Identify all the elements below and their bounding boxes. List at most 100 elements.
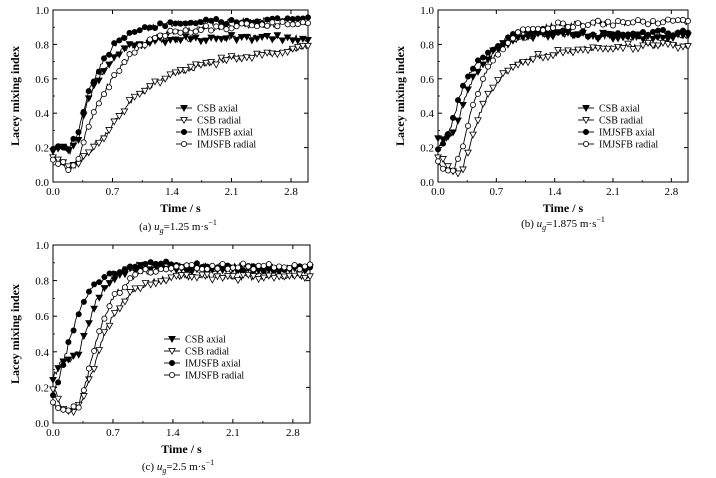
data-point (579, 46, 587, 54)
data-point (85, 376, 93, 384)
data-point (294, 21, 301, 28)
data-point (202, 22, 209, 29)
data-point (494, 77, 502, 85)
data-point (126, 289, 134, 297)
caption-sub: g (162, 466, 166, 475)
data-point (101, 91, 108, 98)
y-tick-label: 0.4 (35, 347, 49, 359)
data-point (116, 37, 123, 44)
y-tick-label: 0.2 (35, 143, 49, 155)
data-point (132, 271, 139, 278)
data-point (535, 25, 542, 32)
data-point (285, 272, 294, 280)
data-point (434, 158, 441, 165)
data-point (90, 78, 97, 85)
data-point (167, 19, 174, 26)
data-point (459, 143, 466, 150)
data-point (585, 21, 592, 28)
data-point (157, 278, 165, 286)
data-point (560, 20, 567, 27)
data-point (589, 44, 597, 52)
data-point (95, 77, 103, 85)
x-tick-label: 0.7 (106, 427, 120, 439)
y-tick-label: 0.6 (35, 311, 49, 323)
data-point (555, 29, 562, 36)
chart-panel-a: 0.0 0.7 1.4 2.1 2.8 0.0 0.2 0.4 0.6 0.8 1.0 Time / … (8, 5, 312, 235)
data-point (634, 45, 642, 53)
caption-prefix: (c) (142, 461, 157, 473)
data-point (574, 46, 582, 54)
data-point (301, 263, 308, 270)
series-line (52, 260, 311, 396)
data-point (615, 17, 622, 24)
x-tick-label: 2.8 (284, 186, 298, 198)
data-point (584, 47, 592, 55)
data-point (105, 127, 113, 135)
data-point (96, 279, 103, 286)
data-point (105, 280, 114, 288)
data-point (258, 34, 266, 41)
data-point (95, 100, 102, 107)
legend-marker (168, 371, 175, 378)
data-point (494, 51, 501, 58)
data-point (187, 29, 194, 36)
data-point (649, 42, 657, 50)
x-tick-label: 1.4 (548, 186, 562, 198)
caption-sub: g (160, 226, 164, 235)
data-point (116, 269, 123, 276)
data-point (679, 43, 687, 51)
y-tick-label: 0.8 (35, 276, 49, 288)
legend-label: IMJSFB radial (599, 140, 658, 151)
data-point (202, 59, 210, 67)
data-point (218, 23, 225, 30)
data-point (609, 45, 617, 53)
data-point (534, 51, 542, 59)
data-point (509, 64, 517, 72)
series-imjsfb-radial (50, 18, 311, 173)
data-point (80, 387, 87, 394)
caption-sup: −1 (208, 218, 217, 227)
data-point (167, 274, 176, 282)
data-point (519, 58, 527, 66)
data-point (100, 285, 109, 293)
chart-panel-c: 0.0 0.7 1.4 2.1 2.8 0.0 0.2 0.4 0.6 0.8 1.0 Time / … (8, 240, 314, 475)
data-point (207, 59, 215, 67)
data-point (232, 55, 241, 63)
data-point (177, 29, 184, 36)
data-point (173, 263, 180, 270)
data-point (238, 20, 245, 27)
data-point (186, 63, 195, 71)
legend-marker (180, 117, 188, 125)
data-point (684, 43, 692, 51)
legend-label: CSB radial (185, 347, 229, 358)
data-point (162, 277, 170, 285)
legend-marker (180, 105, 188, 113)
data-point (229, 264, 236, 271)
legend-label: CSB radial (197, 116, 241, 127)
data-point (79, 332, 88, 340)
data-point (243, 20, 250, 27)
data-point (296, 266, 303, 273)
data-point (203, 271, 212, 279)
data-point (127, 275, 134, 282)
data-point (519, 34, 527, 42)
data-point (674, 45, 682, 53)
data-point (650, 17, 657, 24)
data-point (59, 358, 68, 366)
data-point (670, 32, 677, 39)
data-point (464, 73, 471, 80)
data-point (240, 260, 247, 267)
data-point (101, 55, 108, 62)
data-point (655, 20, 662, 27)
data-point (640, 29, 647, 36)
data-point (202, 37, 210, 45)
series-line (437, 30, 689, 142)
data-point (580, 23, 587, 30)
data-point (549, 52, 557, 60)
data-point (489, 46, 496, 53)
data-point (176, 37, 185, 45)
legend-marker (582, 117, 590, 125)
data-point (115, 51, 124, 59)
data-point (569, 49, 577, 57)
data-point (152, 268, 159, 275)
